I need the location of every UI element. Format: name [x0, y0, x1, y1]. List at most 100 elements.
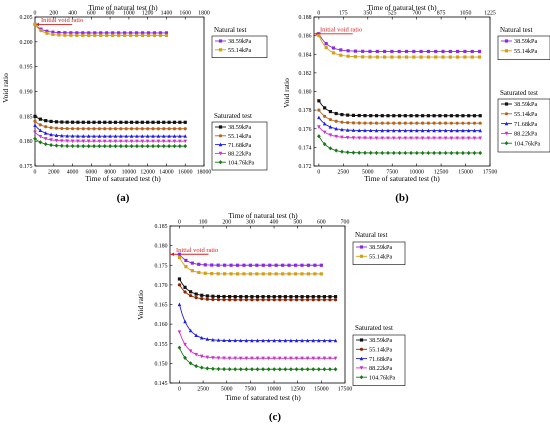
panel-c-saturated-series-point [211, 294, 215, 298]
panel-a-natural-series-point [45, 29, 49, 33]
panel-c-saturated-series-point [283, 338, 288, 343]
panel-a-saturated-series-point [33, 119, 37, 123]
panel-b-saturated-series-point [409, 114, 413, 118]
panel-a-saturated-series-point [161, 134, 166, 138]
panel-c-natural-series-point [268, 263, 272, 267]
panel-b-saturated-series-point [467, 121, 471, 125]
panel-a-saturated-series-point [54, 138, 59, 143]
panel-b-saturated-series-point [386, 114, 390, 118]
panel-a-saturated-series-point [86, 139, 91, 144]
panel-b-natural-series-point [368, 49, 372, 53]
panel-c-saturated-series-point [183, 319, 187, 324]
panel-b-plot-frame [313, 16, 491, 167]
panel-c-natural-series-point [210, 272, 214, 276]
panel-b-y-tick-label: 0.182 [298, 71, 311, 77]
panel-a-natural-series-point [111, 33, 115, 37]
panel-c-saturated-series-point [311, 298, 315, 302]
panel-b-saturated-series-point [466, 150, 471, 156]
panel-a-saturated-series-point [119, 120, 123, 124]
panel-a-legend-saturated-marker [218, 160, 223, 165]
panel-c-saturated-series-point [266, 338, 271, 343]
panel-b-natural-series-point [383, 49, 387, 54]
panel-c-natural-series-point [268, 272, 272, 276]
panel-a-x2-tick-label: 800 [106, 11, 115, 17]
panel-c-saturated-series-point [328, 356, 332, 361]
panel-b-saturated-series-point [334, 119, 338, 123]
panel-b-natural-series-point [477, 49, 482, 54]
panel-c-natural-series-point [184, 265, 188, 269]
panel-c-saturated-series-point [255, 338, 260, 343]
panel-b-saturated-series-point [420, 128, 425, 133]
panel-a-y-tick-label: 0.175 [19, 164, 32, 170]
panel-c-saturated-series-point [333, 367, 338, 372]
panel-c-saturated-series-point [216, 298, 221, 302]
panel-c-saturated-series-point [311, 356, 316, 361]
panel-a-natural-series-point [164, 31, 169, 35]
panel-a-natural-series-point [158, 33, 163, 37]
panel-b-saturated-series-point [380, 136, 385, 141]
panel-a-saturated-series-point [145, 139, 150, 144]
panel-b-saturated-series-point [345, 128, 350, 132]
panel-c-saturated-series-line [179, 304, 336, 342]
panel-b-saturated-series-point [374, 150, 379, 156]
panel-b-saturated-series-point [403, 136, 408, 141]
panel-a-natural-series-point [105, 31, 109, 35]
panel-b-saturated-series-point [397, 128, 402, 133]
panel-b-saturated-series-point [369, 121, 373, 125]
panel-c-saturated-series-point [277, 356, 282, 361]
panel-a-saturated-series-point [177, 144, 182, 149]
panel-a-saturated-series-point [87, 120, 91, 124]
panel-b-saturated-series-point [397, 150, 402, 156]
panel-b-saturated-series-point [421, 114, 425, 118]
panel-c-legend-saturated-label: 71.68kPa [369, 356, 392, 363]
panel-a-saturated-series-point [81, 134, 86, 138]
panel-b-saturated-series-point [322, 142, 327, 147]
panel-b-natural-series-point [404, 49, 409, 54]
panel-c-natural-series-point [281, 263, 285, 267]
panel-c-legend-saturated-label: 88.22kPa [369, 365, 392, 372]
panel-b-saturated-series-point [461, 128, 465, 133]
panel-a-saturated-series-point [38, 123, 42, 127]
panel-a-saturated-series-point [60, 139, 64, 143]
panel-a-saturated-series-point [146, 120, 150, 124]
panel-b-saturated-series-point [397, 136, 402, 141]
panel-b-x2-tick-label: 350 [363, 11, 372, 17]
panel-a-saturated-series-point [33, 136, 37, 141]
panel-c-legend-natural-title: Natural test [355, 231, 388, 239]
panel-a-natural-series-point [123, 31, 127, 35]
panel-b-saturated-series-point [340, 135, 344, 140]
panel-c-natural-series-point [197, 262, 201, 266]
panel-c-x2-tick-label: 400 [270, 220, 279, 226]
panel-c-x2-tick-label: 700 [341, 220, 350, 226]
panel-c-natural-series-point [261, 263, 265, 267]
panel-a-saturated-series-point [108, 120, 112, 124]
panel-a-saturated-series-point [135, 127, 139, 131]
panel-c-natural-series-point [229, 272, 233, 276]
panel-c-saturated-series-point [283, 298, 287, 302]
panel-c-saturated-series-point [216, 356, 221, 360]
panel-c-y-tick-label: 0.175 [154, 263, 167, 269]
panel-c-saturated-series-point [289, 298, 293, 302]
panel-b-saturated-series-point [386, 136, 390, 141]
panel-c-saturated-series-point [211, 366, 215, 371]
panel-b-saturated-series-point [317, 125, 321, 129]
panel-c-x-tick-label: 12500 [290, 387, 305, 393]
panel-b-saturated-series-point [415, 136, 419, 141]
panel-b-saturated-series-point [340, 120, 344, 124]
panel-a-saturated-series-point [97, 127, 101, 131]
panel-c-x-tick-label: 0 [178, 387, 181, 393]
panel-a-saturated-series-point [113, 139, 118, 144]
panel-c-saturated-series-point [194, 333, 198, 337]
panel-b-initial-void-ratio-label: Initial void ratio [320, 26, 362, 33]
panel-a-saturated-series-point [129, 134, 134, 138]
panel-a-legend-natural-label: 55.14kPa [228, 47, 251, 54]
panel-b-saturated-series-point [363, 150, 367, 155]
panel-b-saturated-series-point [438, 114, 442, 118]
panel-b-legend-natural-label: 55.14kPa [514, 48, 537, 55]
panel-c-saturated-series-point [278, 295, 282, 299]
panel-b-saturated-series-point [317, 115, 321, 120]
panel-c-natural-series-point [216, 263, 220, 267]
panel-a-saturated-series-point [178, 127, 182, 131]
panel-c-saturated-series-point [250, 338, 254, 343]
panel-c-natural-series-point [300, 263, 304, 267]
